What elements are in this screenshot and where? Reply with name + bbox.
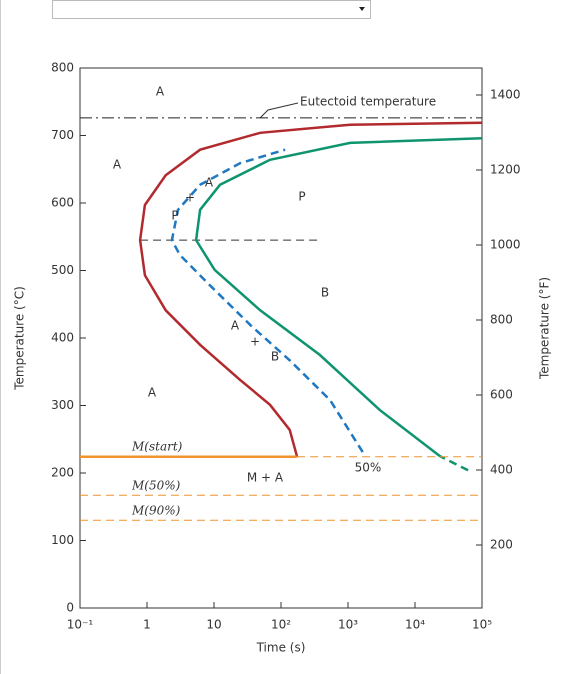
x-tick-label: 1 — [143, 618, 151, 632]
dropdown[interactable] — [52, 0, 371, 19]
curve — [439, 454, 469, 472]
plot-frame — [79, 67, 483, 609]
x-tick-label: 10² — [271, 618, 291, 632]
annotation: + — [250, 335, 260, 349]
annotation: A — [113, 158, 122, 172]
y-axis-label: Temperature (°C) — [13, 286, 27, 391]
annotation: A — [231, 319, 240, 333]
y2-tick-label: 1400 — [490, 88, 521, 102]
annotation: + — [185, 191, 195, 205]
y2-axis-label: Temperature (°F) — [538, 277, 552, 380]
x-tick-label: 10⁻¹ — [67, 618, 94, 632]
y-tick-label: 300 — [51, 398, 74, 412]
y2-tick-label: 1200 — [490, 163, 521, 177]
dropdown-arrow — [359, 7, 365, 11]
y-tick-label: 800 — [51, 61, 74, 75]
y-tick-label: 400 — [51, 331, 74, 345]
annotation: B — [271, 350, 279, 364]
annotation: P — [171, 209, 178, 223]
y2-tick-label: 800 — [490, 313, 513, 327]
annotation: M(50%) — [131, 479, 181, 493]
x-tick-label: 10⁴ — [405, 618, 425, 632]
y2-tick-label: 200 — [490, 538, 513, 552]
x-tick-label: 10 — [206, 618, 221, 632]
annotation: A — [156, 85, 165, 99]
y-tick-label: 0 — [66, 601, 74, 615]
annotation: P — [298, 190, 305, 204]
x-axis-label: Time (s) — [256, 641, 306, 655]
y2-tick-label: 1000 — [490, 238, 521, 252]
y-tick-label: 500 — [51, 263, 74, 277]
y-tick-label: 700 — [51, 128, 74, 142]
y2-tick-label: 600 — [490, 388, 513, 402]
annotation: A — [205, 176, 214, 190]
x-tick-label: 10⁵ — [472, 618, 492, 632]
annotation: Eutectoid temperature — [300, 95, 436, 109]
x-tick-label: 10³ — [338, 618, 358, 632]
annotation: 50% — [355, 461, 382, 475]
y-tick-label: 200 — [51, 466, 74, 480]
annotation-arrow — [259, 102, 299, 119]
annotation: M(90%) — [131, 504, 181, 518]
curve — [194, 136, 483, 458]
annotation: B — [321, 286, 329, 300]
y-tick-label: 600 — [51, 196, 74, 210]
annotation: M(start) — [131, 440, 183, 454]
curve — [138, 121, 483, 458]
y2-tick-label: 400 — [490, 463, 513, 477]
curve — [170, 148, 364, 453]
y-tick-label: 100 — [51, 533, 74, 547]
annotation: M + A — [247, 471, 284, 485]
annotation: A — [148, 386, 157, 400]
